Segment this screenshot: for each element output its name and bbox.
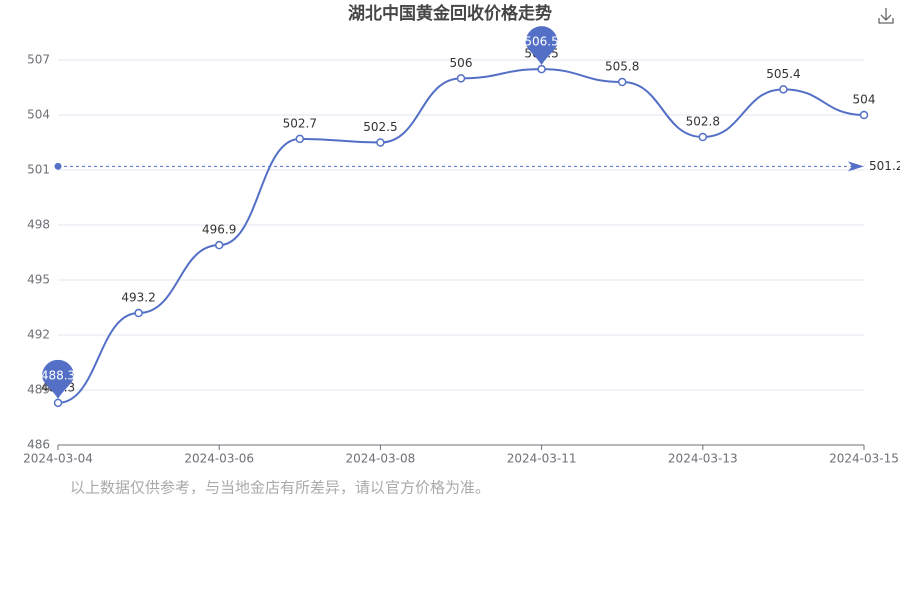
pin-label: 488.3 xyxy=(41,368,75,382)
y-tick-label: 507 xyxy=(27,53,50,67)
point xyxy=(134,308,143,318)
point xyxy=(376,138,385,147)
data-label: 505.8 xyxy=(605,60,639,74)
point xyxy=(617,77,627,87)
point xyxy=(537,64,546,74)
note: 以上数据仅供参考，与当地金店有所差异，请以官方价格为准。 xyxy=(70,479,490,497)
y-tick-label: 501 xyxy=(27,163,50,177)
y-tick-label: 492 xyxy=(27,328,50,342)
point xyxy=(698,132,708,142)
point xyxy=(53,398,63,408)
download-icon[interactable] xyxy=(878,8,894,24)
x-tick-label: 2024-03-11 xyxy=(507,452,577,466)
y-tick-label: 489 xyxy=(27,383,50,397)
average-label: 501.2 xyxy=(869,159,900,173)
data-label: 504 xyxy=(853,93,876,107)
point xyxy=(456,74,466,83)
y-tick-label: 495 xyxy=(27,273,50,287)
point xyxy=(779,85,788,94)
line xyxy=(57,68,865,404)
y-tick-label: 486 xyxy=(27,438,50,452)
data-label: 505.4 xyxy=(766,67,800,81)
data-label: 496.9 xyxy=(202,223,236,237)
x-tick-label: 2024-03-06 xyxy=(184,452,254,466)
x-tick-label: 2024-03-08 xyxy=(346,452,416,466)
chart-title: 湖北中国黄金回收价格走势 xyxy=(348,3,552,24)
average-start xyxy=(54,162,62,170)
point xyxy=(214,240,224,250)
pin-label: 506.5 xyxy=(524,35,558,49)
y-tick-label: 504 xyxy=(27,108,50,122)
pin-marker xyxy=(525,26,558,66)
point xyxy=(295,134,305,144)
pin-marker xyxy=(42,359,74,399)
average-arrow xyxy=(848,161,864,172)
x-tick-label: 2024-03-04 xyxy=(23,452,93,466)
x-tick-label: 2024-03-13 xyxy=(668,452,738,466)
data-label: 506 xyxy=(450,56,473,70)
y-tick-label: 498 xyxy=(27,218,50,232)
data-label: 502.8 xyxy=(686,115,720,129)
data-label: 493.2 xyxy=(121,291,155,305)
data-label: 502.5 xyxy=(363,120,397,134)
point xyxy=(859,110,869,120)
x-tick-label: 2024-03-15 xyxy=(829,452,899,466)
data-label: 502.7 xyxy=(283,116,317,130)
